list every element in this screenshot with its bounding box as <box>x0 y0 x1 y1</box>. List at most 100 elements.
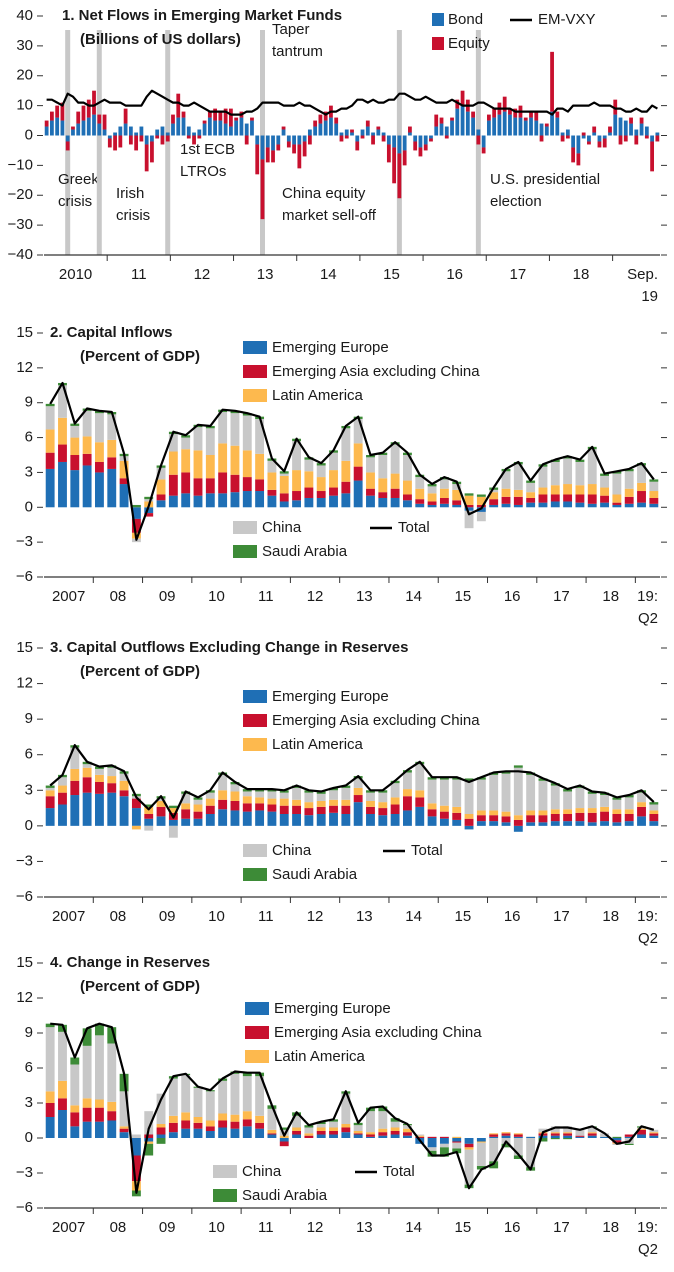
bar-segment <box>439 123 444 136</box>
bar-segment <box>279 1141 289 1147</box>
bar-segment <box>439 779 449 806</box>
bar-segment <box>218 799 228 810</box>
bar-segment <box>144 1143 154 1156</box>
bar-segment <box>513 1134 523 1137</box>
bar-segment <box>550 501 560 508</box>
x-tick-label: 19: Q2 <box>637 588 658 627</box>
bar-segment <box>613 99 618 115</box>
legend-item: Total <box>383 842 443 859</box>
bar-segment <box>156 467 166 480</box>
bar-segment <box>623 135 628 142</box>
bar-segment <box>230 1073 240 1115</box>
bar-segment <box>513 464 523 490</box>
bar-segment <box>313 120 318 127</box>
bar-segment <box>65 135 70 142</box>
bar-segment <box>415 499 425 504</box>
bar-segment <box>193 1087 203 1117</box>
bar-segment <box>624 496 634 504</box>
bar-segment <box>423 144 428 151</box>
bar-segment <box>186 135 191 139</box>
bar-segment <box>476 1166 486 1170</box>
bar-segment <box>587 808 597 813</box>
bar-segment <box>131 507 141 519</box>
bar-segment <box>371 132 375 136</box>
x-tick-label: 18 <box>573 266 590 283</box>
bar-segment <box>464 818 474 826</box>
legend-item: Total <box>370 519 430 536</box>
bar-segment <box>292 1131 301 1135</box>
bar-segment <box>390 783 400 798</box>
bar-segment <box>292 1115 301 1128</box>
bar-segment <box>575 461 585 486</box>
bar-segment <box>492 117 497 136</box>
annotation: market sell-off <box>282 207 377 224</box>
bar-segment <box>168 805 178 809</box>
bar-segment <box>230 492 240 508</box>
legend-swatch <box>245 1026 269 1039</box>
bar-segment <box>587 503 597 508</box>
x-tick-label: 10 <box>208 588 225 605</box>
bar-segment <box>131 808 141 826</box>
bar-segment <box>624 795 634 798</box>
bar-segment <box>181 1128 191 1138</box>
x-tick-label: 13 <box>356 908 373 925</box>
bar-segment <box>144 804 154 807</box>
bar-segment <box>156 798 166 801</box>
bar-segment <box>316 1124 326 1128</box>
bar-segment <box>58 461 67 508</box>
bar-segment <box>353 802 363 826</box>
panel-subtitle: (Percent of GDP) <box>80 348 200 365</box>
bar-segment <box>390 797 400 805</box>
bar-segment <box>218 790 228 800</box>
y-tick-label: 6 <box>25 429 33 446</box>
bar-segment <box>292 1127 301 1131</box>
bar-segment <box>353 1122 363 1126</box>
legend-item: Emerging Asia excluding China <box>245 1024 482 1041</box>
bar-segment <box>427 1138 437 1148</box>
bar-segment <box>587 1132 597 1134</box>
bar-segment <box>168 1078 178 1116</box>
bar-segment <box>550 821 560 826</box>
bar-segment <box>649 481 659 492</box>
bar-segment <box>649 1129 659 1133</box>
bar-segment <box>181 493 191 508</box>
legend-swatch <box>243 868 267 881</box>
bar-segment <box>95 413 104 443</box>
bar-segment <box>218 111 223 121</box>
bar-segment <box>575 502 585 508</box>
bar-segment <box>526 482 536 493</box>
bar-segment <box>639 123 644 136</box>
bar-segment <box>489 1136 499 1138</box>
bar-segment <box>592 132 597 136</box>
bar-segment <box>119 1126 129 1129</box>
bar-segment <box>366 495 375 508</box>
bar-segment <box>58 792 67 805</box>
panel-title: 4. Change in Reserves <box>50 954 210 971</box>
bar-segment <box>107 1101 117 1112</box>
bar-segment <box>624 1136 634 1138</box>
bar-segment <box>366 457 375 473</box>
y-tick-label: 12 <box>16 359 33 376</box>
bar-segment <box>452 504 462 508</box>
bar-segment <box>344 129 349 136</box>
bar-segment <box>279 814 289 826</box>
bar-segment <box>95 410 104 414</box>
bar-segment <box>193 804 203 812</box>
bar-segment <box>193 495 203 508</box>
bar-segment <box>276 144 281 151</box>
x-tick-label: 11 <box>131 266 147 283</box>
bar-segment <box>575 787 585 809</box>
bar-segment <box>390 804 400 814</box>
bar-segment <box>464 493 474 496</box>
bar-segment <box>255 135 260 145</box>
bar-segment <box>439 488 449 498</box>
bar-segment <box>513 1136 523 1138</box>
bar-segment <box>70 768 80 781</box>
bar-segment <box>486 114 491 121</box>
x-tick-label: 11 <box>258 1219 274 1236</box>
bar-segment <box>119 780 129 791</box>
bar-segment <box>655 135 660 142</box>
bar-segment <box>612 799 622 810</box>
bar-segment <box>95 472 104 508</box>
bar-segment <box>353 787 363 796</box>
